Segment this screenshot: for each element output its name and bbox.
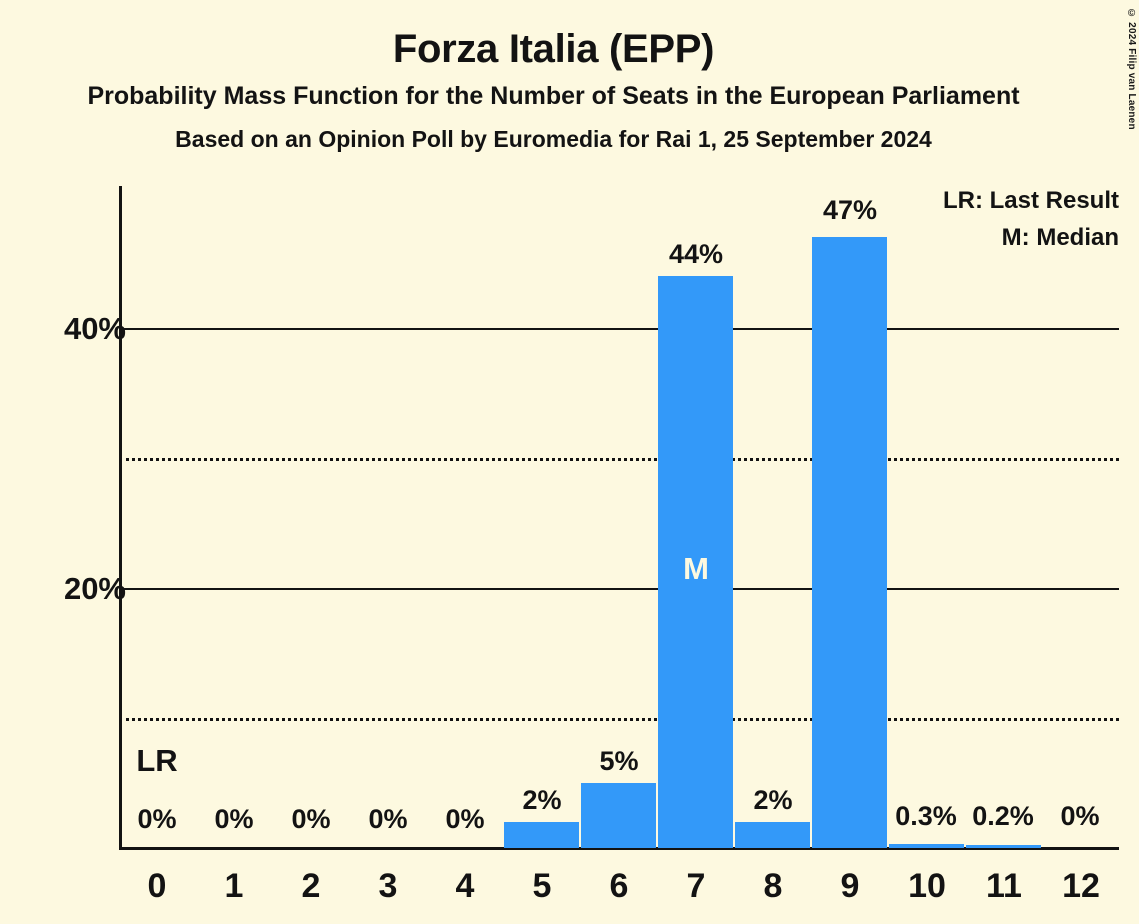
- bar-value-12: 0%: [1060, 801, 1100, 831]
- median-marker: M: [683, 551, 709, 586]
- x-axis-tick-2: 2: [301, 867, 321, 905]
- x-axis-line: [119, 847, 1119, 850]
- bar-11[interactable]: [966, 845, 1041, 848]
- y-axis-tick-40: 40%: [63, 311, 126, 346]
- legend-item-last-result: LR: Last Result: [942, 187, 1119, 214]
- y-axis-line: [119, 186, 122, 850]
- gridline-20: [119, 588, 1119, 590]
- bar-value-5: 2%: [522, 785, 562, 815]
- gridline-10: [119, 718, 1119, 721]
- legend-item-median: M: Median: [1001, 224, 1119, 251]
- chart-header: Forza Italia (EPP) Probability Mass Func…: [0, 0, 1107, 155]
- bar-value-4: 0%: [445, 804, 485, 834]
- bar-9[interactable]: [812, 237, 887, 848]
- x-axis-tick-6: 6: [609, 867, 629, 905]
- x-axis-tick-8: 8: [763, 867, 783, 905]
- x-axis-tick-5: 5: [532, 867, 552, 905]
- bar-value-7: 44%: [668, 239, 724, 269]
- x-axis-tick-12: 12: [1062, 867, 1100, 905]
- bar-5[interactable]: [504, 822, 579, 848]
- x-axis-tick-9: 9: [840, 867, 860, 905]
- bar-10[interactable]: [889, 844, 964, 848]
- bar-6[interactable]: [581, 783, 656, 848]
- chart-legend: LR: Last Result M: Median: [943, 182, 1119, 256]
- x-axis-tick-1: 1: [224, 867, 244, 905]
- bar-value-2: 0%: [291, 804, 331, 834]
- x-axis-tick-3: 3: [378, 867, 398, 905]
- chart-subtitle: Probability Mass Function for the Number…: [87, 82, 1020, 110]
- bar-7[interactable]: [658, 276, 733, 848]
- last-result-marker: LR: [136, 743, 178, 778]
- bar-value-10: 0.3%: [895, 801, 957, 831]
- bar-value-1: 0%: [214, 804, 254, 834]
- bar-value-3: 0%: [368, 804, 408, 834]
- bar-value-6: 5%: [599, 746, 639, 776]
- y-axis-tick-20: 20%: [63, 571, 126, 606]
- bar-value-9: 47%: [822, 195, 878, 225]
- bar-value-0: 0%: [137, 804, 177, 834]
- page-title: Forza Italia (EPP): [392, 27, 715, 71]
- gridline-40: [119, 328, 1119, 330]
- x-axis-tick-4: 4: [455, 867, 475, 905]
- copyright-notice: © 2024 Filip van Laenen: [1126, 8, 1137, 130]
- bar-8[interactable]: [735, 822, 810, 848]
- bar-value-11: 0.2%: [972, 801, 1034, 831]
- x-axis-tick-11: 11: [986, 867, 1022, 905]
- bar-value-8: 2%: [753, 785, 793, 815]
- chart-source-note: Based on an Opinion Poll by Euromedia fo…: [175, 126, 932, 152]
- x-axis-tick-0: 0: [147, 867, 167, 905]
- x-axis-tick-10: 10: [908, 867, 946, 905]
- x-axis-tick-7: 7: [686, 867, 706, 905]
- gridline-30: [119, 458, 1119, 461]
